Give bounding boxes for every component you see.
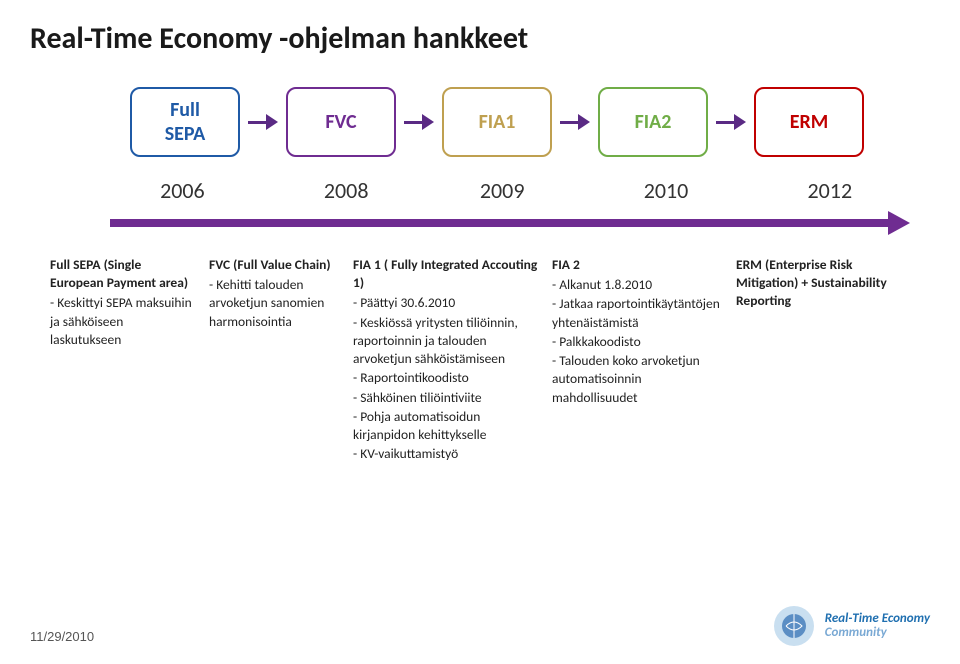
column-list-item: Kehitti talouden arvoketjun sanomien har… [209,276,339,331]
column-list-item: Keskittyi SEPA maksuihin ja sähköiseen l… [50,294,195,349]
column-list-item: Alkanut 1.8.2010 [552,276,722,294]
timeline-year: 2009 [480,177,525,204]
column-list: Alkanut 1.8.2010Jatkaa raportointikäytän… [552,276,722,407]
column-title: ERM (Enterprise Risk Mitigation) + Susta… [736,256,896,311]
detail-columns: Full SEPA (Single European Payment area)… [50,256,930,464]
detail-column: FIA 1 ( Fully Integrated Accouting 1)Pää… [353,256,538,464]
arrow-icon [404,114,434,130]
column-list: Keskittyi SEPA maksuihin ja sähköiseen l… [50,294,195,349]
timeline-year: 2012 [807,177,852,204]
process-box: FVC [286,87,396,157]
process-flow-row: Full SEPA FVC FIA1 FIA2 ERM [130,87,930,157]
arrow-icon [560,114,590,130]
column-list: Päättyi 30.6.2010 Keskiössä yritysten til… [353,294,538,463]
process-box: FIA2 [598,87,708,157]
logo-text: Real-Time Economy Community [825,612,930,641]
detail-column: FIA 2 Alkanut 1.8.2010Jatkaa raportointik… [552,256,722,464]
column-title: FIA 1 ( Fully Integrated Accouting 1) [353,256,538,292]
footer-date: 11/29/2010 [30,629,94,644]
column-title: FVC (Full Value Chain) [209,256,339,274]
timeline-bar [110,215,910,231]
process-box: Full SEPA [130,87,240,157]
timeline-year: 2008 [324,177,369,204]
process-box: FIA1 [442,87,552,157]
column-title: FIA 2 [552,256,722,274]
column-list-item: Talouden koko arvoketjun automatisoinnin… [552,352,722,407]
column-list-item: Keskiössä yritysten tiliöinnin, raportoi… [353,314,538,369]
arrow-icon [248,114,278,130]
timeline-year: 2006 [160,177,205,204]
globe-icon [771,603,817,649]
column-list-item: Jatkaa raportointikäytäntöjen yhtenäistä… [552,295,722,331]
column-list-item: Palkkakoodisto [552,333,722,351]
column-list-item: Pohja automatisoidun kirjanpidon kehitty… [353,408,538,444]
detail-column: Full SEPA (Single European Payment area)… [50,256,195,464]
arrow-icon [716,114,746,130]
column-list-item: KV-vaikuttamistyö [353,445,538,463]
process-box: ERM [754,87,864,157]
detail-column: FVC (Full Value Chain) Kehitti talouden a… [209,256,339,464]
rte-logo: Real-Time Economy Community [771,603,930,649]
page-title: Real-Time Economy -ohjelman hankkeet [30,20,930,57]
column-list: Kehitti talouden arvoketjun sanomien har… [209,276,339,331]
column-list-item: Raportointikoodisto [353,369,538,387]
timeline-years-row: 2006 2008 2009 2010 2012 [120,177,900,207]
column-title: Full SEPA (Single European Payment area) [50,256,195,292]
detail-column: ERM (Enterprise Risk Mitigation) + Susta… [736,256,896,464]
column-list-item: Päättyi 30.6.2010 [353,294,538,312]
timeline-year: 2010 [644,177,689,204]
column-list-item: Sähköinen tiliöintiviite [353,389,538,407]
